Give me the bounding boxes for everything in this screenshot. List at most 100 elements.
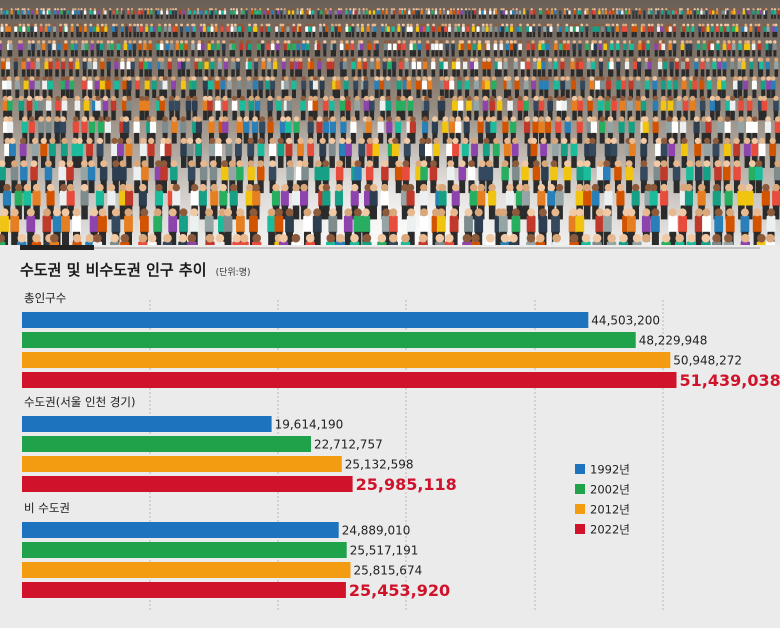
crowd-figure [378,8,381,19]
crowd-figure [306,8,309,19]
crowd-figure [4,23,8,38]
crowd-figure [559,8,562,19]
crowd-figure [412,8,415,19]
crowd-figure [47,23,51,38]
bar [22,542,347,558]
crowd-figure [26,23,30,38]
crowd-figure [221,8,224,19]
crowd-figure [128,23,132,38]
crowd-figure [672,8,675,19]
crowd-figure [10,8,13,19]
crowd-figure [77,8,80,19]
crowd-figure [434,8,438,19]
bar [22,352,671,368]
crowd-figure [483,8,487,19]
crowd-figure [301,8,304,19]
crowd-figure [329,8,332,19]
crowd-figure [598,8,601,19]
crowd-figure [144,8,147,19]
crowd-figure [730,8,734,19]
crowd-figure [53,23,57,38]
crowd-figure [66,8,70,19]
crowd-figure [442,8,446,19]
crowd-figure [547,8,550,19]
crowd-figure [512,8,515,19]
crowd-figure [604,8,608,19]
crowd-figure [408,8,411,19]
crowd-figure [256,8,259,19]
crowd-figure [89,23,93,38]
value-label: 25,132,598 [345,458,414,472]
crowd-figure [358,8,361,19]
legend-label: 2022년 [590,523,630,537]
crowd-figure [533,8,536,19]
crowd-figure [505,8,508,19]
crowd-figure [96,23,100,38]
crowd-figure [3,8,6,19]
crowd-figure [44,23,48,38]
crowd-figure [468,8,471,19]
crowd-figure [526,8,529,19]
legend-label: 2012년 [590,503,630,517]
legend-swatch [575,484,585,494]
crowd-figure [100,23,104,38]
crowd-figure [502,8,505,19]
crowd-figure [42,8,45,19]
bar [22,436,311,452]
crowd-figure [229,8,233,19]
crowd-figure [777,8,780,19]
crowd-photo [0,0,780,245]
chart-title-main: 수도권 및 비수도권 인구 추이 [20,261,207,279]
crowd-figure [425,8,428,19]
crowd-figure [712,8,715,19]
crowd-figure [40,8,43,19]
bar [22,582,346,598]
crowd-figure [392,8,396,19]
bar [22,562,351,578]
crowd-figure [83,23,87,38]
crowd-figure [0,8,3,19]
crowd-figure [133,23,137,38]
crowd-figure [114,23,118,38]
crowd-figure [30,8,34,19]
crowd-figure [70,23,74,38]
crowd-figure [530,8,533,19]
crowd-figure [345,8,348,19]
crowd-figure [765,8,768,19]
crowd-figure [320,8,323,19]
crowd-figure [478,8,482,19]
crowd-figure [601,8,604,19]
crowd-figure [93,8,97,19]
crowd-figure [17,8,20,19]
crowd-figure [112,23,116,38]
value-label: 19,614,190 [275,418,344,432]
crowd-figure [650,8,653,19]
value-label: 22,712,757 [314,438,383,452]
crowd-figure [593,8,596,19]
crowd-figure [116,8,119,19]
crowd-figure [166,8,169,19]
crowd-figure [104,8,107,19]
crowd-figure [654,8,658,19]
crowd-figure [494,8,498,19]
crowd-figure [752,8,755,19]
crowd-figure [71,8,75,19]
crowd-figure [193,8,196,19]
bar [22,416,272,432]
crowd-figure [291,8,295,19]
crowd-figure [573,8,576,19]
value-label: 25,453,920 [349,581,450,600]
crowd-illustration [0,8,780,245]
value-label: 25,517,191 [350,544,419,558]
crowd-figure [296,8,299,19]
crowd-figure [431,8,434,19]
crowd-figure [169,8,172,19]
crowd-figure [460,8,463,19]
crowd-figure [125,23,129,38]
crowd-figure [14,8,18,19]
crowd-figure [390,8,394,19]
title-accent-bar [20,245,94,250]
crowd-figure [365,8,368,19]
crowd-figure [245,8,248,19]
